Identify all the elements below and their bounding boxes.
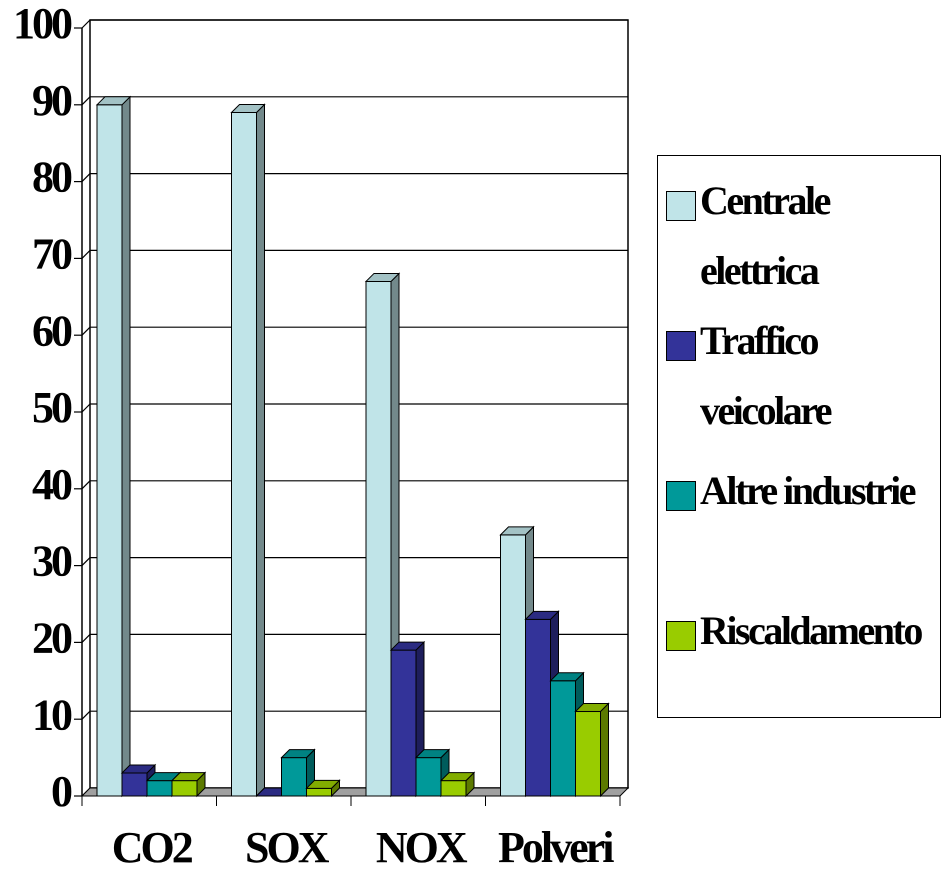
y-tick-label: 30 (32, 537, 72, 586)
wall-edge (81, 710, 91, 720)
bar-top-shade (231, 104, 265, 113)
bar-front (415, 757, 442, 797)
y-tick-label: 100 (13, 0, 72, 48)
bar-front (146, 780, 173, 797)
bar-top-shade (441, 772, 474, 781)
bar-side-shade (197, 772, 205, 796)
wall-edge (81, 480, 91, 490)
bar-front (500, 534, 526, 797)
bar-side-shade (466, 772, 474, 796)
wall-edge (81, 557, 91, 567)
bar-top (120, 764, 157, 774)
bar-front (440, 780, 467, 797)
bar-top (230, 103, 266, 113)
bar-top-shade (575, 703, 609, 712)
bar-front (390, 649, 417, 797)
wall-edge (81, 249, 91, 259)
bar (305, 779, 341, 798)
bar-side-shade (122, 96, 130, 797)
bar-top (439, 772, 476, 782)
bar-top-shade (122, 764, 155, 773)
bar-top-shade (391, 642, 424, 651)
bar-side-shade (256, 104, 265, 797)
wall-edge (81, 403, 91, 413)
legend-label: Altre industrie (700, 468, 916, 513)
bar-top (549, 672, 585, 682)
bar-top (95, 96, 132, 106)
legend: Centrale elettrica Traffico veicolare Altr… (657, 155, 941, 718)
bar (574, 702, 610, 798)
bar-top-shade (147, 772, 180, 781)
bar (170, 771, 207, 798)
legend-swatch (666, 621, 696, 651)
bar-top-shade (416, 749, 449, 758)
bar-front (365, 280, 392, 797)
wall-edge (81, 326, 91, 336)
bar-top-shade (500, 526, 534, 535)
wall-edge (81, 173, 91, 183)
y-tick-label: 0 (51, 767, 72, 816)
y-tick-label: 10 (32, 690, 72, 739)
bar-top-shade (97, 96, 130, 105)
bar-front (121, 772, 148, 797)
bar-front (575, 711, 601, 797)
wall-edge (81, 96, 91, 106)
y-tick-label: 20 (32, 613, 72, 662)
legend-entry: Traffico veicolare (666, 306, 940, 446)
bar-top-shade (525, 611, 559, 620)
bar-front (171, 780, 198, 797)
bar (230, 103, 266, 798)
bar-top (170, 772, 207, 782)
y-tick-label: 80 (32, 153, 72, 202)
wall-edge (81, 19, 91, 29)
legend-swatch (666, 481, 696, 511)
legend-label: Riscaldamento (700, 608, 923, 653)
y-tick-label: 50 (32, 383, 72, 432)
bar-front (306, 787, 332, 797)
bar-top-shade (550, 672, 584, 681)
legend-entry: Centrale elettrica (666, 166, 940, 306)
bar-top-shade (306, 780, 340, 789)
bar-top (364, 272, 401, 282)
bar-top (499, 526, 535, 536)
wall-edge (81, 633, 91, 643)
bar-top-shade (366, 273, 399, 282)
legend-entry: Altre industrie (666, 456, 940, 526)
bar-top-shade (172, 772, 205, 781)
bar-top (389, 641, 426, 651)
bar-top (280, 749, 316, 759)
legend-label: Traffico veicolare (700, 318, 833, 433)
bar-front (231, 111, 257, 797)
x-tick-label: Polveri (498, 823, 614, 872)
bar-side-shade (331, 780, 340, 796)
legend-label: Centrale elettrica (700, 178, 831, 293)
y-tick-label: 60 (32, 306, 72, 355)
y-tick-label: 40 (32, 460, 72, 509)
bar-top (414, 749, 451, 759)
y-tick-label: 70 (32, 229, 72, 278)
bar-top (524, 610, 560, 620)
legend-swatch (666, 191, 696, 221)
y-tick-label: 90 (32, 76, 72, 125)
x-tick-label: CO2 (112, 823, 193, 872)
bar-front (525, 618, 551, 797)
legend-entry: Riscaldamento (666, 596, 940, 666)
bar-top (305, 779, 341, 789)
x-tick-label: NOX (376, 823, 468, 872)
legend-swatch (666, 331, 696, 361)
bar-top-shade (281, 749, 315, 758)
bar-top (574, 703, 610, 713)
bar (549, 671, 585, 798)
bar-front (96, 104, 123, 797)
x-tick-label: SOX (245, 823, 330, 872)
bar-side-shade (600, 703, 609, 796)
bar-front (281, 757, 307, 797)
bar-front (550, 680, 576, 797)
bar (95, 95, 132, 798)
bar (439, 771, 476, 798)
